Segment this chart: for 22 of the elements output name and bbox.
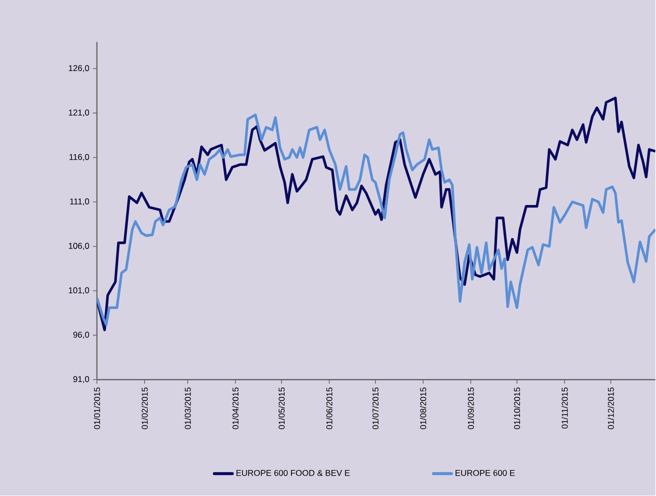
y-tick-label: 96,0 [73,332,90,339]
x-tick-label: 01/06/2015 [326,388,332,430]
x-tick-label: 01/02/2015 [142,388,148,430]
y-tick-label: 111,0 [70,198,90,206]
x-tick-label: 01/01/2015 [94,388,100,430]
y-tick-label: 116,0 [70,154,90,162]
legend-label: EUROPE 600 FOOD & BEV E [236,470,350,476]
x-tick-label: 01/11/2015 [562,388,568,429]
x-tick-label: 01/04/2015 [232,388,238,430]
y-tick-label: 121,0 [68,110,90,117]
y-tick-label: 106,0 [68,243,90,250]
x-tick-label: 01/03/2015 [184,388,191,430]
y-tick-label: 91,0 [73,376,90,384]
x-tick-label: 01/07/2015 [372,388,378,430]
legend-label: EUROPE 600 E [456,470,515,476]
x-tick-label: 01/12/2015 [608,388,614,430]
x-tick-label: 01/09/2015 [468,388,474,430]
x-tick-label: 01/08/2015 [420,388,426,430]
x-tick-label: 01/05/2015 [278,388,285,430]
y-tick-label: 101,0 [68,288,90,294]
x-tick-label: 01/10/2015 [514,388,520,430]
y-tick-label: 126,0 [68,65,90,72]
